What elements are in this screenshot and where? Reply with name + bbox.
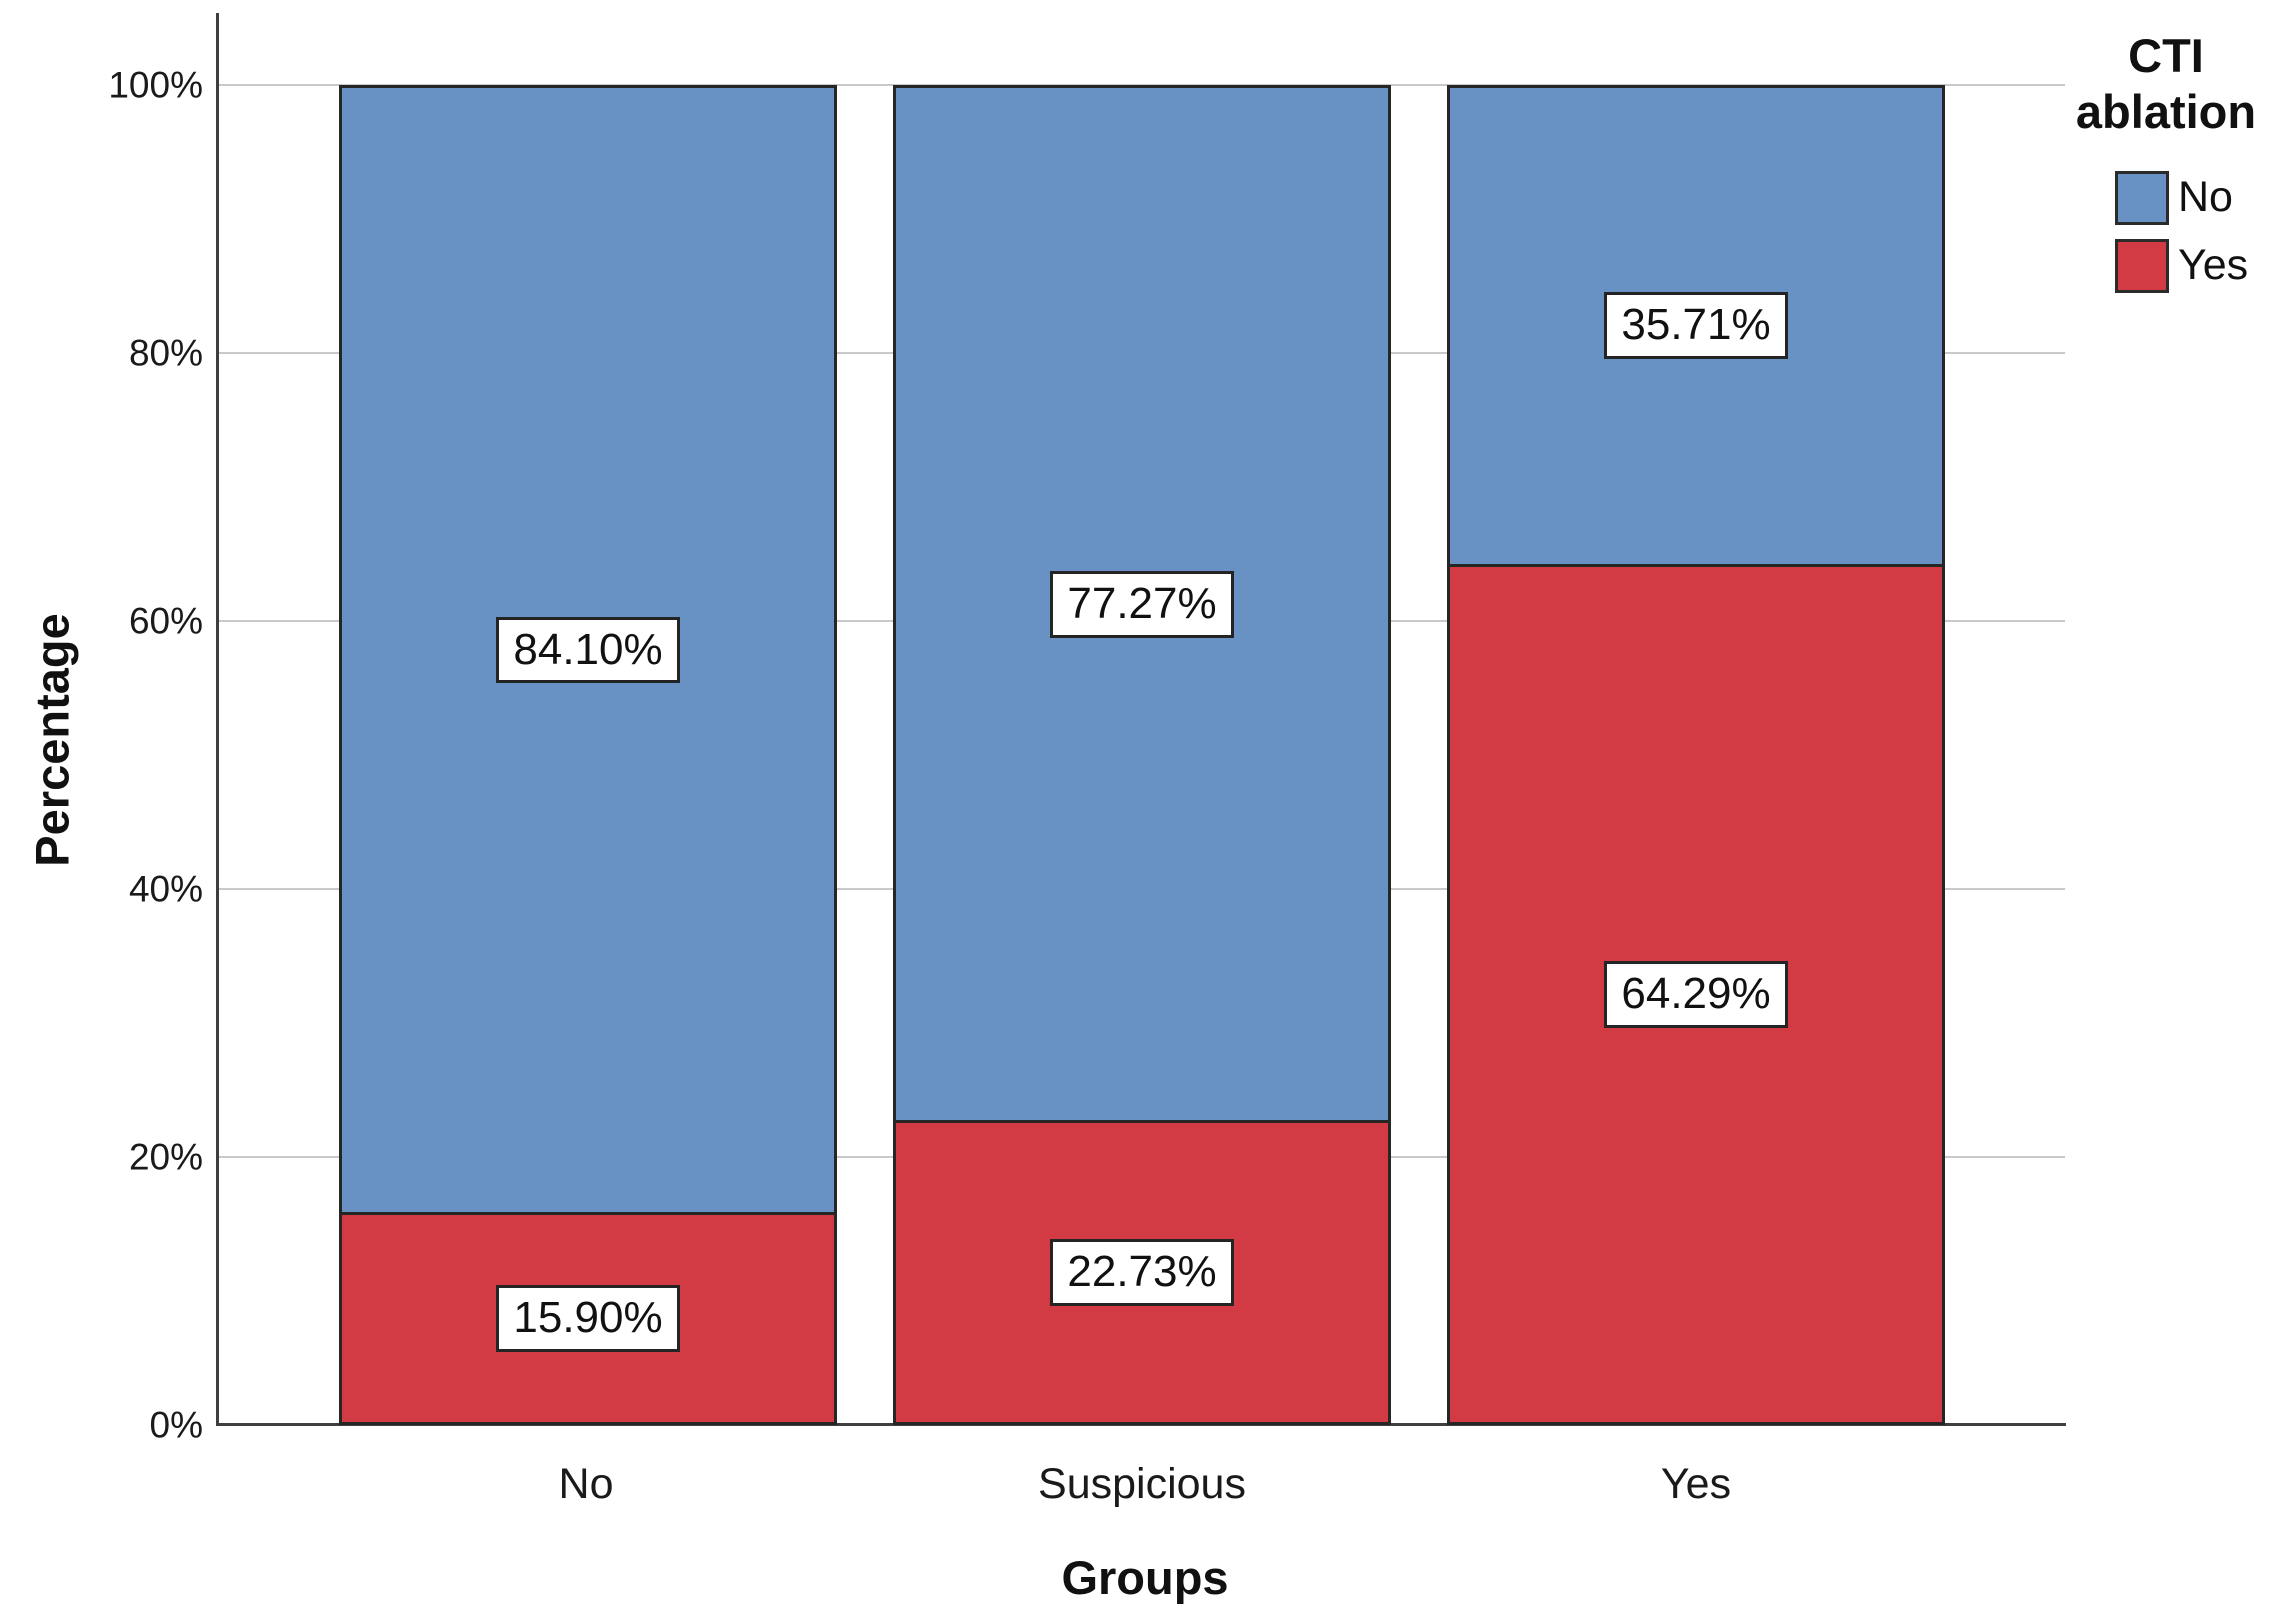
bar-segment-yes: 15.90%: [339, 1211, 837, 1425]
legend-item-yes: Yes: [2115, 238, 2292, 293]
bar-column-no: 84.10% 15.90%: [339, 85, 837, 1425]
bar-column-yes: 35.71% 64.29%: [1447, 85, 1945, 1425]
y-axis-title: Percentage: [25, 613, 79, 867]
legend-title: CTI ablation: [2075, 29, 2257, 139]
y-tick-label: 80%: [128, 332, 203, 374]
x-tick-label: Yes: [1660, 1460, 1732, 1508]
x-axis-title: Groups: [1061, 1551, 1229, 1604]
segment-value-label: 22.73%: [1050, 1239, 1234, 1306]
segment-value-label: 77.27%: [1050, 570, 1234, 638]
bar-segment-yes: 64.29%: [1447, 563, 1945, 1425]
segment-value-label: 64.29%: [1604, 960, 1788, 1028]
legend-label-no: No: [2178, 173, 2233, 222]
x-tick-label: No: [558, 1460, 614, 1508]
y-tick-label: 60%: [128, 600, 203, 642]
segment-value-label: 84.10%: [496, 616, 680, 684]
bar-segment-no: 77.27%: [893, 85, 1391, 1121]
y-tick-label: 100%: [108, 64, 203, 106]
legend-items: No Yes: [2115, 170, 2292, 293]
segment-value-label: 35.71%: [1604, 292, 1788, 360]
bar-segment-no: 84.10%: [339, 85, 837, 1212]
legend: CTI ablation No Yes: [2040, 28, 2292, 293]
legend-item-no: No: [2115, 170, 2292, 225]
legend-swatch-yes: [2115, 238, 2169, 293]
bar-segment-no: 35.71%: [1447, 85, 1945, 564]
bar-segment-yes: 22.73%: [893, 1120, 1391, 1425]
y-tick-label: 40%: [128, 868, 203, 910]
segment-value-label: 15.90%: [496, 1285, 680, 1352]
legend-label-yes: Yes: [2178, 241, 2249, 290]
bar-column-suspicious: 77.27% 22.73%: [893, 85, 1391, 1425]
x-tick-label: Suspicious: [1038, 1460, 1246, 1508]
y-axis-line: [216, 13, 219, 1426]
y-tick-label: 20%: [128, 1136, 203, 1178]
y-tick-label: 0%: [149, 1404, 203, 1446]
legend-swatch-no: [2115, 170, 2169, 225]
